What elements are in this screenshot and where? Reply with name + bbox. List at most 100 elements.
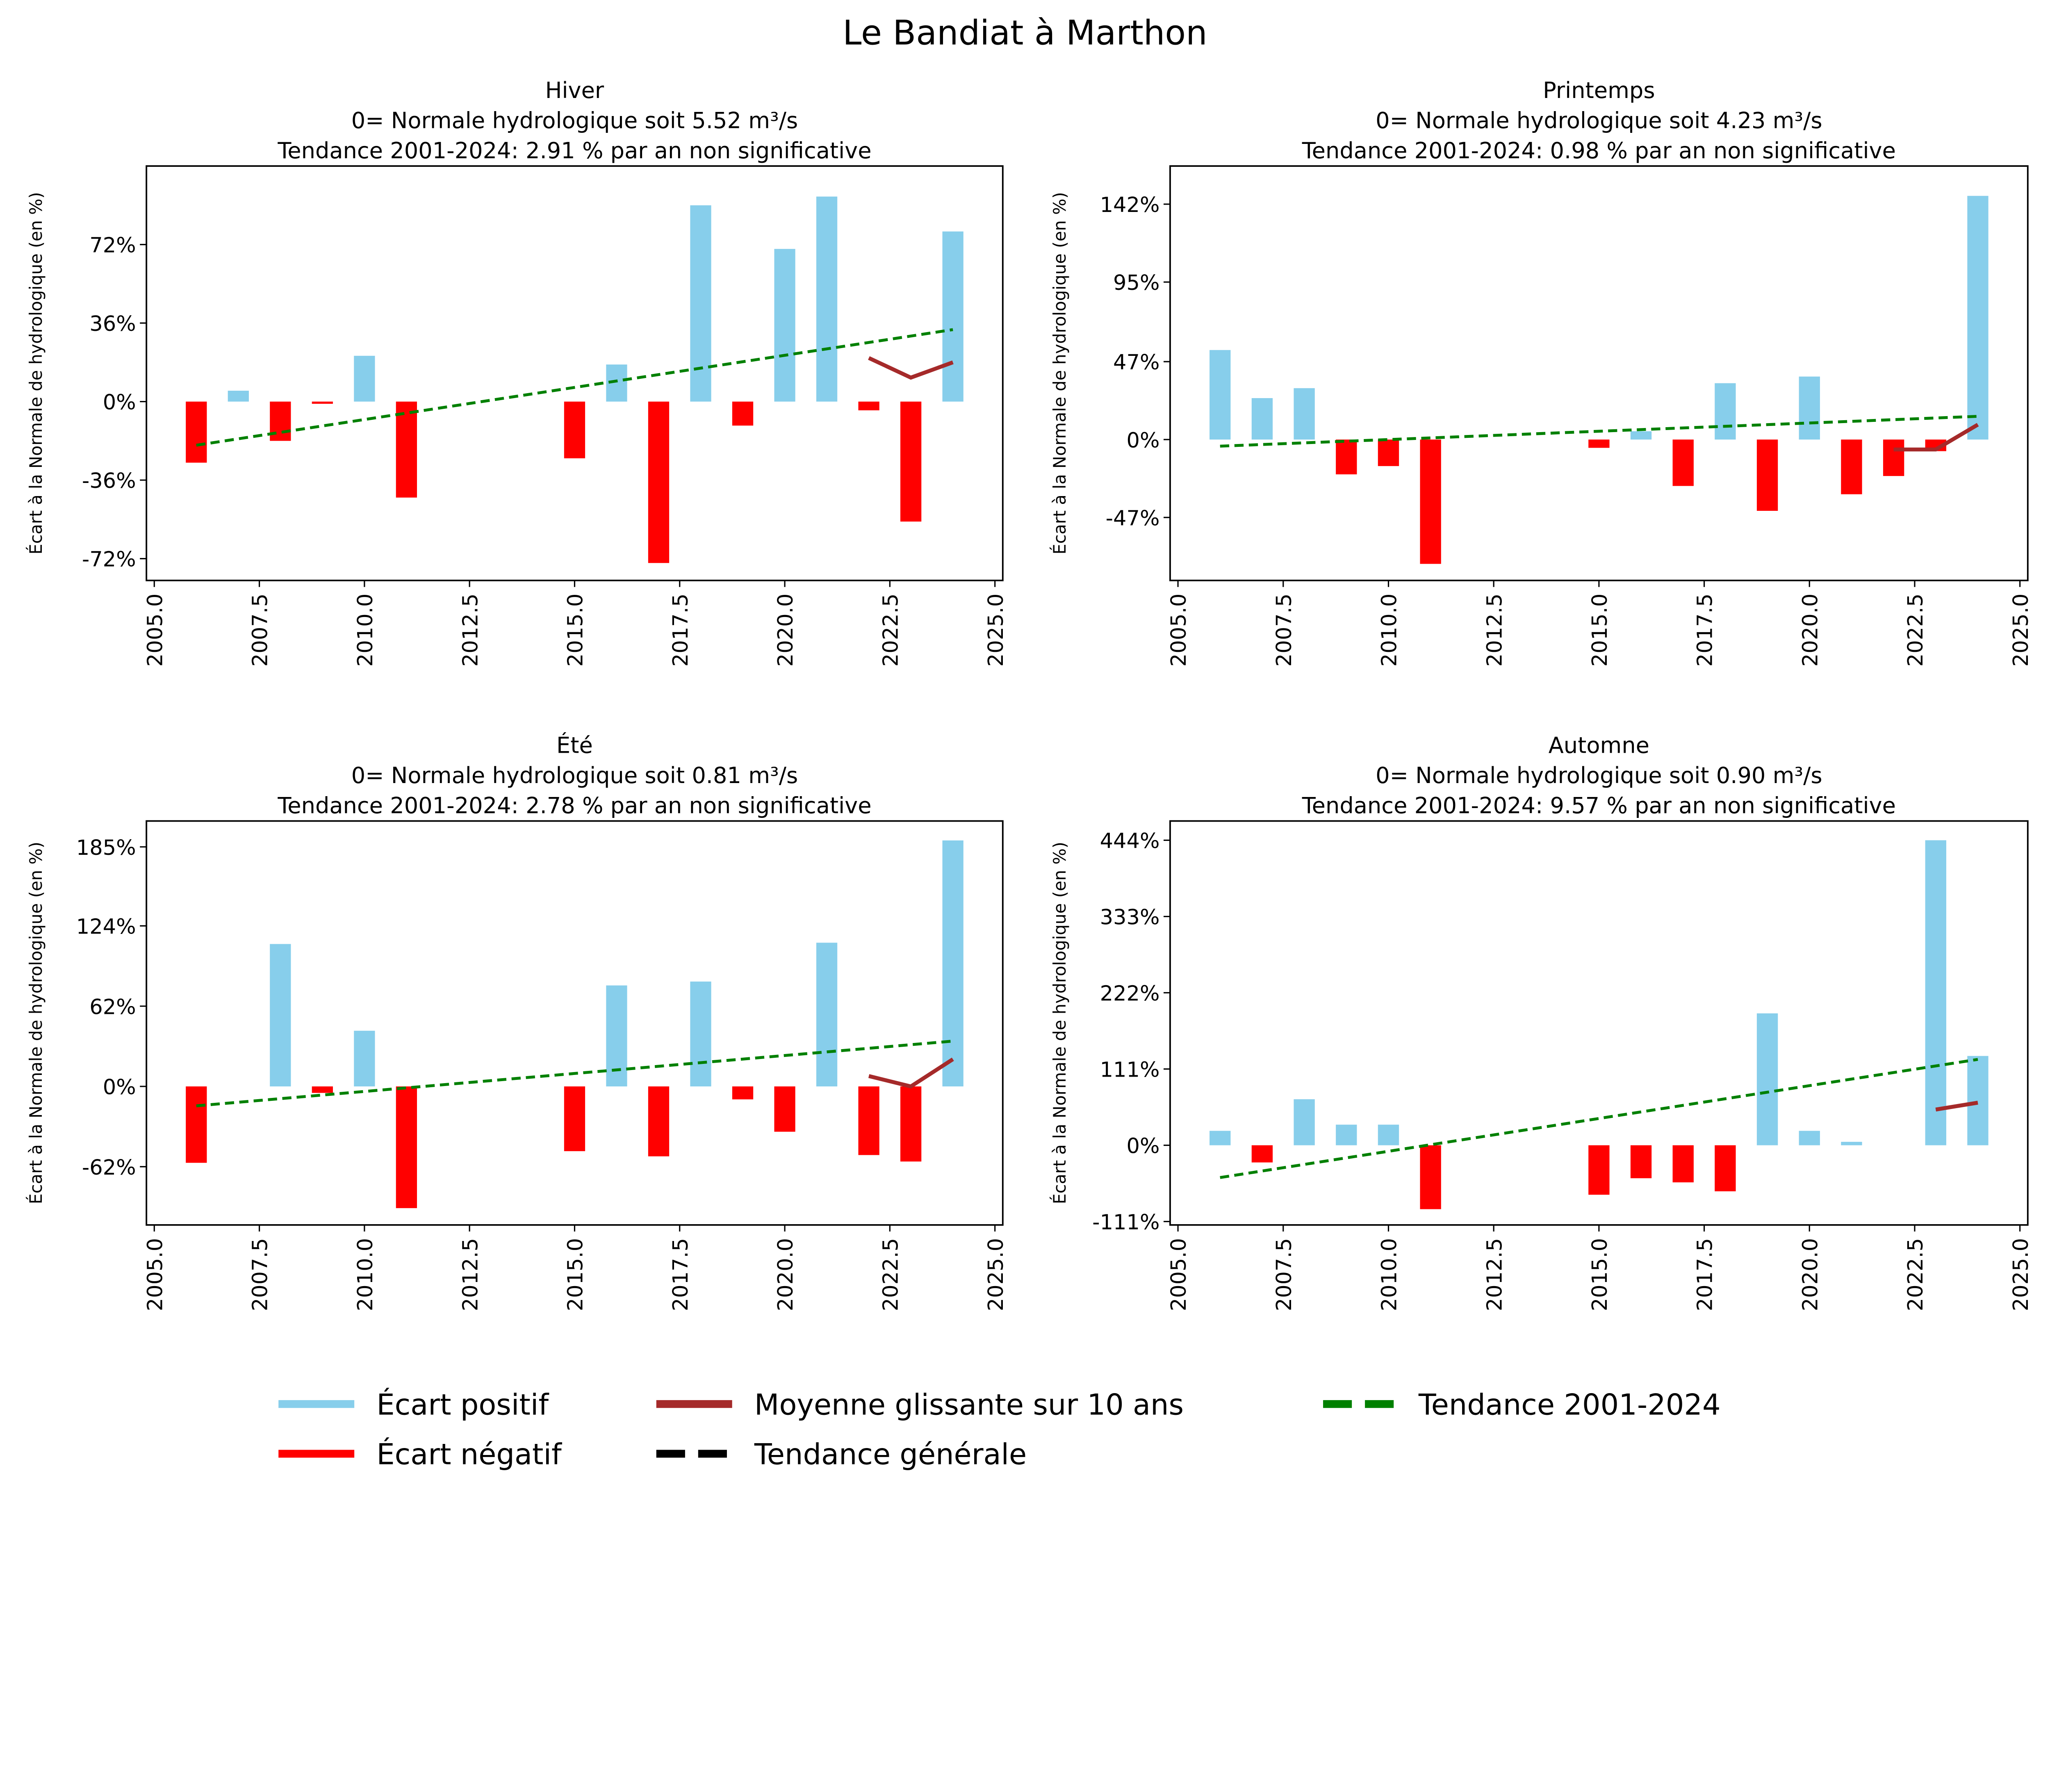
bar-2020 (774, 249, 795, 402)
y-tick-label: -62% (82, 1156, 136, 1180)
bar-2015 (1588, 1145, 1610, 1195)
bar-2006 (186, 401, 207, 463)
x-tick-label: 2025.0 (984, 1238, 1008, 1312)
bar-2010 (1378, 1125, 1399, 1145)
bar-2019 (732, 1086, 754, 1100)
y-tick-label: 124% (76, 915, 136, 939)
bar-2011 (1420, 1145, 1441, 1209)
legend-trend: Tendance 2001-2024 (1418, 1388, 1721, 1421)
panel-1: Hiver 0= Normale hydrologique soit 5.52 m… (26, 77, 1008, 667)
bar-2008 (270, 401, 291, 441)
y-tick-label: -47% (1106, 506, 1160, 531)
x-tick-label: 2025.0 (2009, 1238, 2033, 1312)
x-tick-label: 2005.0 (143, 1238, 167, 1312)
x-tick-label: 2005.0 (1167, 1238, 1191, 1312)
bar-2010 (354, 1031, 375, 1086)
axes-frame (1169, 165, 2029, 581)
bar-2017 (1672, 439, 1694, 486)
bar-2022 (1883, 439, 1904, 476)
y-tick-label: 72% (89, 234, 136, 258)
moving-average-line (1935, 1100, 1978, 1112)
bar-2010 (1378, 439, 1399, 466)
bar-2021 (1841, 1142, 1862, 1145)
bar-2007 (1251, 398, 1273, 440)
bar-2018 (1715, 383, 1736, 440)
y-tick-label: 0% (1127, 428, 1160, 453)
bar-2011 (396, 401, 417, 498)
axes-frame (146, 165, 1004, 581)
legend: Écart positif Écart négatif Moyenne glis… (278, 1388, 1721, 1471)
y-tick-label: -111% (1092, 1211, 1159, 1235)
x-tick-label: 2012.5 (1483, 594, 1507, 667)
panel-subtitle-trend: Tendance 2001-2024: 2.91 % par an non si… (277, 138, 871, 164)
bar-2007 (228, 390, 249, 402)
bar-2020 (1799, 376, 1820, 440)
bar-2006 (1210, 350, 1231, 440)
legend-positive: Écart positif (376, 1388, 549, 1421)
bar-2019 (1756, 439, 1778, 511)
x-tick-label: 2005.0 (1167, 594, 1191, 667)
bar-2015 (564, 1086, 585, 1151)
x-tick-label: 2017.5 (1693, 594, 1717, 667)
bar-2009 (312, 401, 333, 404)
panel-subtitle-trend: Tendance 2001-2024: 9.57 % par an non si… (1302, 792, 1896, 818)
x-tick-label: 2012.5 (1483, 1238, 1507, 1312)
panel-title: Automne (1549, 733, 1649, 758)
figure-title: Le Bandiat à Marthon (843, 13, 1207, 52)
bar-2021 (1841, 439, 1862, 494)
x-tick-label: 2010.0 (1378, 1238, 1402, 1312)
bar-2019 (1756, 1013, 1778, 1145)
y-axis-label: Écart à la Normale de hydrologique (en %… (26, 842, 46, 1204)
moving-average-line (1893, 423, 1979, 452)
panel-subtitle-normal: 0= Normale hydrologique soit 4.23 m³/s (1376, 107, 1822, 133)
bar-2023 (900, 401, 922, 522)
panel-subtitle-trend: Tendance 2001-2024: 0.98 % par an non si… (1302, 138, 1896, 164)
y-tick-label: -72% (82, 548, 136, 572)
bar-2019 (732, 401, 754, 426)
x-tick-label: 2010.0 (1378, 594, 1402, 667)
x-tick-label: 2022.5 (1904, 594, 1928, 667)
trend-line (1220, 1058, 1978, 1179)
x-tick-label: 2005.0 (143, 594, 167, 667)
bar-2020 (1799, 1131, 1820, 1145)
bar-2015 (564, 401, 585, 458)
x-tick-label: 2007.5 (248, 594, 273, 667)
y-tick-label: 47% (1113, 351, 1159, 375)
panel-title: Été (556, 733, 593, 758)
y-tick-label: 333% (1100, 906, 1160, 930)
bar-2007 (1251, 1145, 1273, 1163)
x-tick-label: 2010.0 (353, 1238, 378, 1312)
x-tick-label: 2007.5 (1272, 594, 1296, 667)
panel-subtitle-trend: Tendance 2001-2024: 2.78 % par an non si… (277, 792, 871, 818)
y-tick-label: 0% (103, 1075, 136, 1100)
bar-2018 (690, 205, 711, 402)
bar-2024 (1967, 1056, 1988, 1145)
moving-average-line (868, 1057, 954, 1089)
bar-2017 (648, 401, 670, 563)
x-tick-label: 2015.0 (1588, 594, 1612, 667)
bar-2009 (1336, 439, 1357, 475)
y-tick-label: 36% (89, 312, 136, 336)
panel-3: Été 0= Normale hydrologique soit 0.81 m³/… (26, 733, 1008, 1312)
x-tick-label: 2025.0 (2009, 594, 2033, 667)
panel-subtitle-normal: 0= Normale hydrologique soit 0.90 m³/s (1376, 763, 1822, 788)
bar-2021 (816, 196, 838, 402)
panel-2: Printemps 0= Normale hydrologique soit 4.… (1050, 77, 2033, 667)
bar-2009 (312, 1086, 333, 1093)
bar-2024 (1967, 196, 1988, 440)
bar-2022 (858, 1086, 879, 1155)
x-tick-label: 2020.0 (774, 594, 798, 667)
x-tick-label: 2015.0 (564, 594, 588, 667)
bar-2017 (1672, 1145, 1694, 1182)
bar-2022 (858, 401, 879, 410)
figure: Le Bandiat à Marthon Hiver 0= Normale hyd… (26, 13, 2033, 1471)
bar-2008 (270, 944, 291, 1086)
bar-2017 (648, 1086, 670, 1157)
x-tick-label: 2007.5 (1272, 1238, 1296, 1312)
bar-2011 (396, 1086, 417, 1208)
x-tick-label: 2010.0 (353, 594, 378, 667)
panel-title: Printemps (1543, 77, 1655, 103)
y-tick-label: 142% (1100, 193, 1160, 217)
trend-line (196, 1039, 953, 1107)
y-tick-label: 444% (1100, 829, 1160, 854)
